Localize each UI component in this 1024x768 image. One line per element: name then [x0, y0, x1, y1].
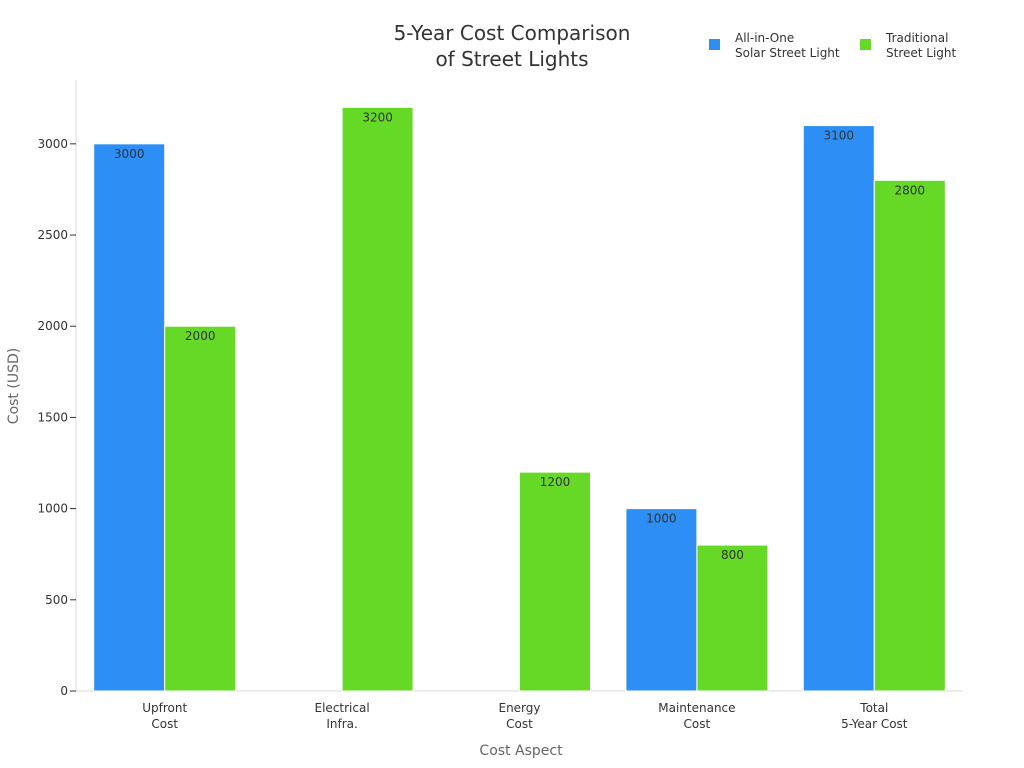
y-tick-label: 3000 — [37, 137, 68, 151]
bar[interactable] — [164, 325, 237, 692]
bar[interactable] — [519, 471, 591, 692]
bar[interactable] — [802, 125, 875, 692]
y-tick-label: 500 — [45, 593, 68, 607]
bar-value-label: 3200 — [362, 110, 393, 124]
bar[interactable] — [341, 106, 414, 692]
y-axis-title: Cost (USD) — [6, 348, 22, 424]
legend-swatch-solar — [709, 39, 720, 50]
bar[interactable] — [625, 508, 698, 692]
x-tick-label: Cost — [506, 717, 533, 731]
y-tick-label: 0 — [60, 684, 68, 698]
x-tick-label: Infra. — [326, 717, 357, 731]
legend-swatch-traditional — [860, 39, 871, 50]
bar-value-label: 2800 — [895, 183, 926, 197]
legend-label-traditional-line-2: Street Light — [886, 46, 957, 60]
bar-value-label: 3000 — [114, 147, 145, 161]
chart-title-line-1: 5-Year Cost Comparison — [394, 21, 631, 45]
x-axis-title: Cost Aspect — [479, 743, 563, 759]
x-tick-label: Cost — [684, 717, 711, 731]
bar-value-label: 2000 — [185, 329, 216, 343]
bar-value-label: 1000 — [646, 512, 677, 526]
y-tick-label: 1000 — [37, 502, 68, 516]
bar-value-label: 800 — [721, 548, 744, 562]
chart-title-line-2: of Street Lights — [435, 47, 588, 71]
y-tick-label: 1500 — [37, 410, 68, 424]
x-tick-label: 5-Year Cost — [841, 717, 908, 731]
bar[interactable] — [696, 544, 769, 692]
plot-area: 0 500 1000 1500 2000 2500 3000 Upfront Cost Elect… — [37, 80, 963, 731]
bar[interactable] — [873, 179, 946, 692]
legend-label-solar-line-1: All-in-One — [735, 31, 794, 45]
bar-value-label: 1200 — [540, 475, 571, 489]
legend-item-traditional[interactable]: Traditional Street Light — [860, 31, 957, 60]
legend: All-in-One Solar Street Light Traditiona… — [709, 31, 957, 60]
x-tick-label: Total — [859, 701, 888, 715]
x-tick-label: Energy — [498, 701, 540, 715]
y-tick-label: 2000 — [37, 319, 68, 333]
legend-item-solar[interactable]: All-in-One Solar Street Light — [709, 31, 840, 60]
legend-label-traditional-line-1: Traditional — [885, 31, 948, 45]
bar[interactable] — [93, 143, 166, 692]
x-tick-label: Maintenance — [658, 701, 735, 715]
x-tick-label: Upfront — [142, 701, 187, 715]
x-tick-label: Electrical — [315, 701, 370, 715]
y-tick-label: 2500 — [37, 228, 68, 242]
chart-title: 5-Year Cost Comparison of Street Lights — [394, 21, 631, 71]
bar-value-label: 3100 — [824, 129, 855, 143]
legend-label-solar-line-2: Solar Street Light — [735, 46, 840, 60]
x-tick-label: Cost — [151, 717, 178, 731]
